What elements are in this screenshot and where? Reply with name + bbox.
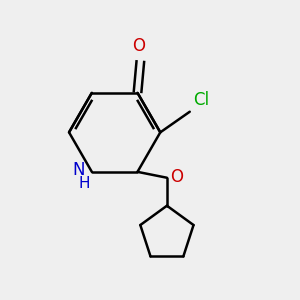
Text: N: N bbox=[72, 161, 85, 179]
Text: Cl: Cl bbox=[193, 91, 209, 109]
Text: H: H bbox=[79, 176, 90, 191]
Text: O: O bbox=[133, 37, 146, 55]
Text: O: O bbox=[170, 168, 183, 186]
